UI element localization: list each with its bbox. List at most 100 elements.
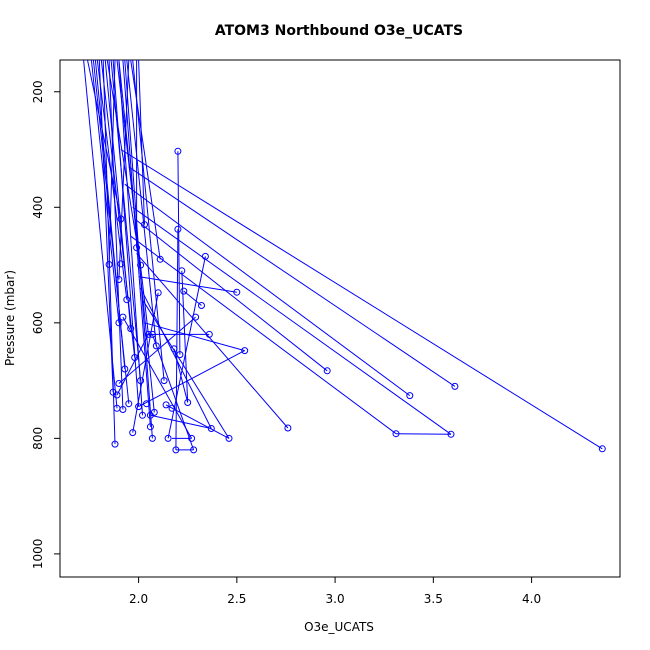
series-line-segment [120,149,603,450]
data-point [241,347,249,355]
data-point [123,296,131,304]
y-tick-label: 600 [31,311,45,334]
data-point [233,288,241,296]
data-point [174,147,182,155]
series-line-segment [126,60,157,346]
data-point [598,445,606,453]
data-point [137,261,145,269]
data-point [119,406,127,413]
data-point [225,434,233,442]
series-line-segment [181,270,189,403]
x-tick-label: 3.0 [326,592,345,606]
data-point [406,392,414,400]
series-line-segment [130,60,161,260]
y-tick-label: 800 [31,427,45,450]
data-point [113,391,121,399]
data-point [135,403,143,411]
series-line-segment [106,60,142,266]
data-point [105,261,113,268]
data-point [198,302,205,309]
data-point [170,345,178,353]
data-point [284,424,292,432]
data-point [125,400,133,408]
y-tick-label: 200 [31,80,45,103]
series-line-segment [165,404,230,439]
data-point [129,429,137,437]
data-point [156,255,164,263]
series-line-segment [173,348,189,403]
series-line-segment [83,60,118,409]
data-point [447,430,455,438]
series-line-segment [183,290,202,306]
series-line-segment [100,60,136,358]
x-tick-label: 2.5 [227,592,246,606]
series-line-segment [128,166,456,387]
x-tick-label: 4.0 [522,592,541,606]
data-point [146,423,154,431]
data-point [141,221,148,229]
x-axis-label: O3e_UCATS [304,620,374,634]
chart-title: ATOM3 Northbound O3e_UCATS [215,23,463,39]
data-point [188,434,196,442]
data-point [139,411,146,419]
series-line-segment [122,316,193,439]
data-point [144,330,152,338]
series-line-segment [395,433,452,435]
series-line-segment [87,60,122,220]
data-point [192,313,200,321]
series-line-segment [124,183,411,397]
x-axis: 2.0 2.5 3.0 3.5 4.0 [129,576,541,606]
data-point [178,267,186,275]
data-point [162,401,170,409]
data-point [168,404,176,412]
data-point [154,289,162,297]
series-line-segment [138,60,145,225]
plot-area [83,60,606,454]
series-line-segment [175,229,179,450]
data-point [117,215,125,223]
data-point [184,399,192,406]
data-point [119,313,127,321]
x-tick-label: 3.5 [424,592,443,606]
data-point [451,382,459,390]
data-point [190,446,198,454]
y-tick-label: 400 [31,196,45,219]
data-point [172,446,180,454]
data-point [143,400,150,408]
data-point [115,380,123,387]
series-line-segment [98,60,114,393]
data-point [164,434,172,442]
x-tick-label: 2.0 [129,592,148,606]
data-point [133,244,141,252]
series-line-segment [151,334,195,451]
data-point [201,252,209,260]
y-axis: 200 400 600 800 1000 [31,80,61,570]
data-point [131,354,139,361]
data-point [392,430,400,438]
y-tick-label: 1000 [31,539,45,570]
data-point [205,330,213,338]
data-point [137,377,145,385]
series-line-segment [138,276,237,293]
data-point [148,330,156,338]
series-line-segment [134,218,328,372]
data-point [176,351,184,359]
series-line-segment [138,350,245,408]
data-point [207,425,215,432]
data-point [117,260,125,268]
data-point [150,408,158,416]
data-point [115,319,123,327]
y-axis-label: Pressure (mbar) [3,270,17,366]
data-point [111,440,119,448]
series-line-segment [108,60,124,410]
data-point [121,365,129,373]
series-line-segment [130,235,397,435]
series-line-segment [118,316,196,384]
series-line-segment [150,414,212,429]
data-point [127,325,135,333]
data-point [174,225,182,233]
data-point [152,342,160,350]
data-point [148,434,156,442]
series-line-segment [144,322,245,352]
